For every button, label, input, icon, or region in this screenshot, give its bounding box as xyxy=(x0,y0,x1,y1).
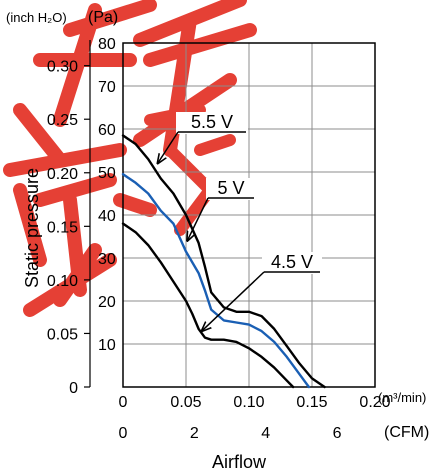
y-tick-label-inch: 0.25 xyxy=(47,112,78,129)
y-tick-label-pa: 80 xyxy=(98,36,116,53)
series-line-4-5-v xyxy=(121,222,295,389)
callout-leader-arrow xyxy=(158,131,179,163)
callout-background xyxy=(206,178,256,200)
y-tick-label-inch: 0 xyxy=(69,380,78,397)
left-axis xyxy=(84,40,91,388)
x-tick-label-cfm: 6 xyxy=(333,425,342,442)
y-tick-label-inch: 0.20 xyxy=(47,166,78,183)
x-tick-label-m3: 0.20 xyxy=(359,394,390,411)
callout-label: 5.5 V xyxy=(191,112,233,132)
x-tick-label-m3: 0 xyxy=(119,394,128,411)
y-tick-label-inch: 0.10 xyxy=(47,273,78,290)
plot-frame xyxy=(122,42,376,388)
callout-background xyxy=(262,252,322,274)
y-tick-label-inch: 0.30 xyxy=(47,59,78,76)
y-tick-label-pa: 70 xyxy=(98,79,116,96)
watermark-stroke xyxy=(3,143,157,317)
grid xyxy=(122,42,376,387)
series-group xyxy=(121,134,326,389)
x-tick-label-m3: 0.05 xyxy=(170,394,201,411)
y-unit-right: (Pa) xyxy=(88,9,118,26)
x-unit-secondary: (CFM) xyxy=(384,424,429,441)
callout-background xyxy=(176,112,248,134)
y-tick-label-pa: 60 xyxy=(98,122,116,139)
y-tick-label-pa: 50 xyxy=(98,165,116,182)
y-tick-label-inch: 0.15 xyxy=(47,219,78,236)
y-tick-label-inch: 0.05 xyxy=(47,326,78,343)
x-tick-label-m3: 0.15 xyxy=(296,394,327,411)
watermark-stamp xyxy=(3,0,257,317)
x-tick-label-cfm: 0 xyxy=(119,425,128,442)
series-line-5-5-v xyxy=(121,134,326,389)
y-unit-left: (inch H₂O) xyxy=(6,10,67,25)
series-line-5-v xyxy=(121,172,311,389)
y-axis-label: Static pressure xyxy=(22,168,42,288)
y-tick-label-pa: 30 xyxy=(98,251,116,268)
watermark-stroke xyxy=(13,0,257,167)
callout-leader-arrow xyxy=(202,271,265,331)
callouts: 5.5 V 5 V 4.5 V xyxy=(158,112,322,331)
y-tick-label-pa: 20 xyxy=(98,294,116,311)
y-tick-label-pa: 40 xyxy=(98,208,116,225)
x-axis-label: Airflow xyxy=(212,452,267,472)
x-tick-label-cfm: 2 xyxy=(190,425,199,442)
callout-label: 5 V xyxy=(217,178,244,198)
callout-label: 4.5 V xyxy=(271,252,313,272)
callout-leader-arrow xyxy=(187,197,209,241)
y-tick-label-pa: 10 xyxy=(98,337,116,354)
x-tick-label-m3: 0.10 xyxy=(233,394,264,411)
x-unit-primary: (m³/min) xyxy=(378,390,426,405)
x-tick-label-cfm: 4 xyxy=(261,425,270,442)
